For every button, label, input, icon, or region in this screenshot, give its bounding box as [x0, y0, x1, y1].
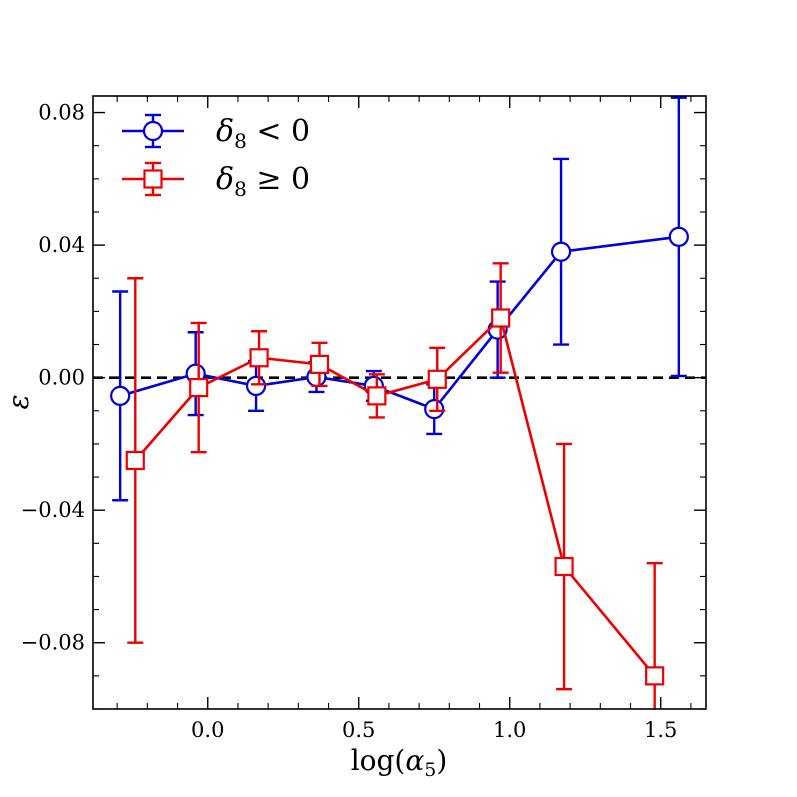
x-tick-label: 0.0 — [191, 718, 224, 742]
legend-marker-circle — [142, 120, 164, 142]
y-tick-label: 0.00 — [38, 366, 85, 390]
y-tick-label: −0.04 — [21, 498, 85, 522]
data-point-square — [427, 369, 447, 389]
y-tick-label: −0.08 — [21, 631, 85, 655]
data-point-circle — [245, 375, 267, 397]
data-point-square — [645, 666, 665, 686]
data-point-square — [249, 348, 269, 368]
data-point-square — [125, 450, 145, 471]
data-point-circle — [110, 385, 131, 406]
x-tick-label: 0.5 — [342, 718, 375, 742]
y-axis-label: ε — [2, 394, 35, 409]
legend: δ8 < 0 δ8 ≥ 0 — [122, 113, 310, 201]
data-point-square — [554, 556, 574, 577]
series-1 — [125, 262, 665, 709]
data-point-circle — [424, 399, 445, 420]
data-point-square — [189, 377, 209, 398]
x-axis-label: log(α5) — [351, 744, 448, 781]
plot-frame — [92, 95, 707, 710]
data-point-circle — [668, 226, 689, 247]
data-point-circle — [550, 241, 572, 262]
legend-label: δ8 < 0 — [216, 114, 310, 153]
legend-label: δ8 ≥ 0 — [216, 162, 310, 201]
x-tick-label: 1.0 — [493, 718, 526, 742]
data-point-square — [491, 308, 511, 328]
data-point-square — [309, 354, 330, 374]
x-tick-label: 1.5 — [644, 718, 677, 742]
y-tick-label: 0.08 — [38, 101, 85, 125]
legend-marker-square — [143, 169, 163, 189]
y-tick-label: 0.04 — [38, 233, 85, 257]
data-point-square — [367, 386, 387, 406]
